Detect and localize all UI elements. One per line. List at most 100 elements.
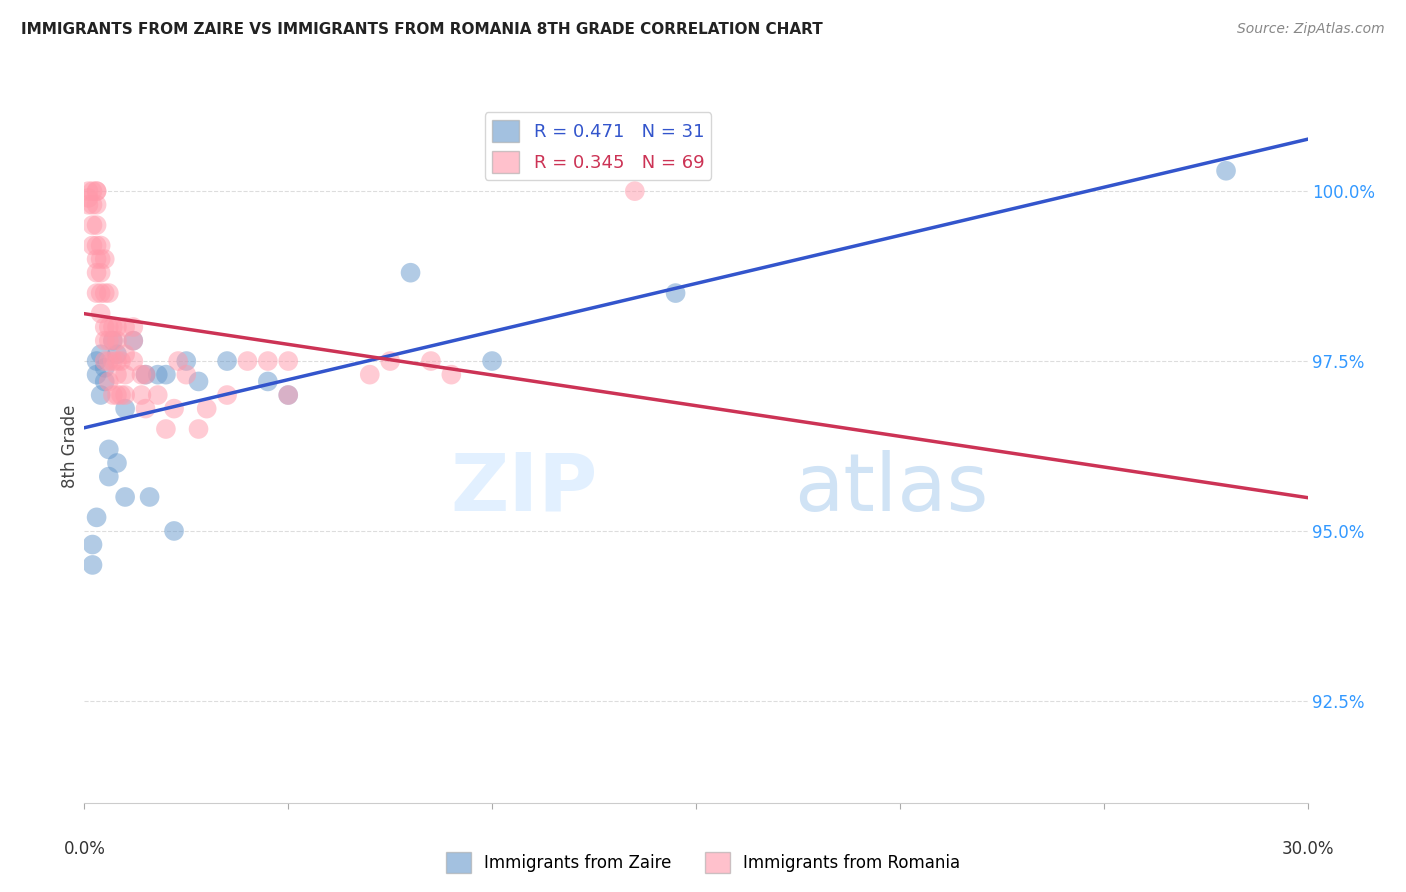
Point (86, 184, 108, 198)
Point (90, 266, 112, 280)
Point (93, 252, 117, 266)
Point (187, 422, 209, 436)
Point (86, 286, 108, 301)
Point (155, 422, 177, 436)
Point (257, 375, 280, 389)
Point (93, 286, 117, 301)
Point (187, 375, 209, 389)
Point (82, 558, 104, 572)
Point (122, 320, 145, 334)
Y-axis label: 8th Grade: 8th Grade (60, 404, 79, 488)
Point (359, 368, 381, 382)
Point (105, 388, 128, 402)
Point (101, 334, 124, 348)
Point (82, 184, 104, 198)
Point (105, 368, 128, 382)
Point (277, 388, 299, 402)
Point (174, 368, 197, 382)
Point (90, 252, 112, 266)
Point (380, 354, 402, 368)
Point (86, 184, 108, 198)
Point (114, 368, 136, 382)
Point (163, 524, 186, 538)
Point (481, 354, 503, 368)
Point (105, 320, 128, 334)
Text: ZIP: ZIP (451, 450, 598, 528)
Point (82, 238, 104, 252)
Point (146, 368, 169, 382)
Point (217, 354, 239, 368)
Point (105, 456, 128, 470)
Point (135, 368, 157, 382)
Point (135, 401, 157, 416)
Point (399, 266, 422, 280)
Point (122, 354, 145, 368)
Point (97, 334, 120, 348)
Point (82, 198, 104, 212)
Point (114, 388, 136, 402)
Point (97, 286, 120, 301)
Point (97, 469, 120, 483)
Point (86, 368, 108, 382)
Point (93, 375, 117, 389)
Point (97, 320, 120, 334)
Point (105, 354, 128, 368)
Text: 0.0%: 0.0% (63, 840, 105, 858)
Point (101, 388, 124, 402)
Point (114, 320, 136, 334)
Point (277, 388, 299, 402)
Point (86, 354, 108, 368)
Point (101, 354, 124, 368)
Point (90, 347, 112, 361)
Point (114, 401, 136, 416)
Point (135, 368, 157, 382)
Point (77, 184, 100, 198)
Point (236, 354, 259, 368)
Point (110, 388, 132, 402)
Point (122, 334, 145, 348)
Point (114, 490, 136, 504)
Point (90, 306, 112, 320)
Point (105, 334, 128, 348)
Text: atlas: atlas (794, 450, 988, 528)
Point (122, 334, 145, 348)
Point (97, 442, 120, 457)
Point (86, 266, 108, 280)
Point (195, 401, 218, 416)
Point (131, 388, 153, 402)
Point (86, 238, 108, 252)
Point (93, 354, 117, 368)
Text: Source: ZipAtlas.com: Source: ZipAtlas.com (1237, 22, 1385, 37)
Point (86, 198, 108, 212)
Point (167, 354, 190, 368)
Point (82, 218, 104, 232)
Point (624, 184, 647, 198)
Point (114, 347, 136, 361)
Point (101, 320, 124, 334)
Point (217, 388, 239, 402)
Point (131, 368, 153, 382)
Point (86, 218, 108, 232)
Point (665, 286, 688, 301)
Point (163, 401, 186, 416)
Legend: R = 0.471   N = 31, R = 0.345   N = 69: R = 0.471 N = 31, R = 0.345 N = 69 (485, 112, 711, 180)
Point (257, 354, 280, 368)
Point (86, 252, 108, 266)
Legend: Immigrants from Zaire, Immigrants from Romania: Immigrants from Zaire, Immigrants from R… (439, 846, 967, 880)
Text: IMMIGRANTS FROM ZAIRE VS IMMIGRANTS FROM ROMANIA 8TH GRADE CORRELATION CHART: IMMIGRANTS FROM ZAIRE VS IMMIGRANTS FROM… (21, 22, 823, 37)
Point (146, 388, 169, 402)
Point (93, 360, 117, 375)
Point (90, 388, 112, 402)
Point (90, 286, 112, 301)
Point (77, 191, 100, 205)
Text: 30.0%: 30.0% (1281, 840, 1334, 858)
Point (93, 334, 117, 348)
Point (110, 354, 132, 368)
Point (155, 368, 177, 382)
Point (97, 354, 120, 368)
Point (90, 238, 112, 252)
Point (105, 347, 128, 361)
Point (101, 334, 124, 348)
Point (440, 368, 463, 382)
Point (82, 537, 104, 551)
